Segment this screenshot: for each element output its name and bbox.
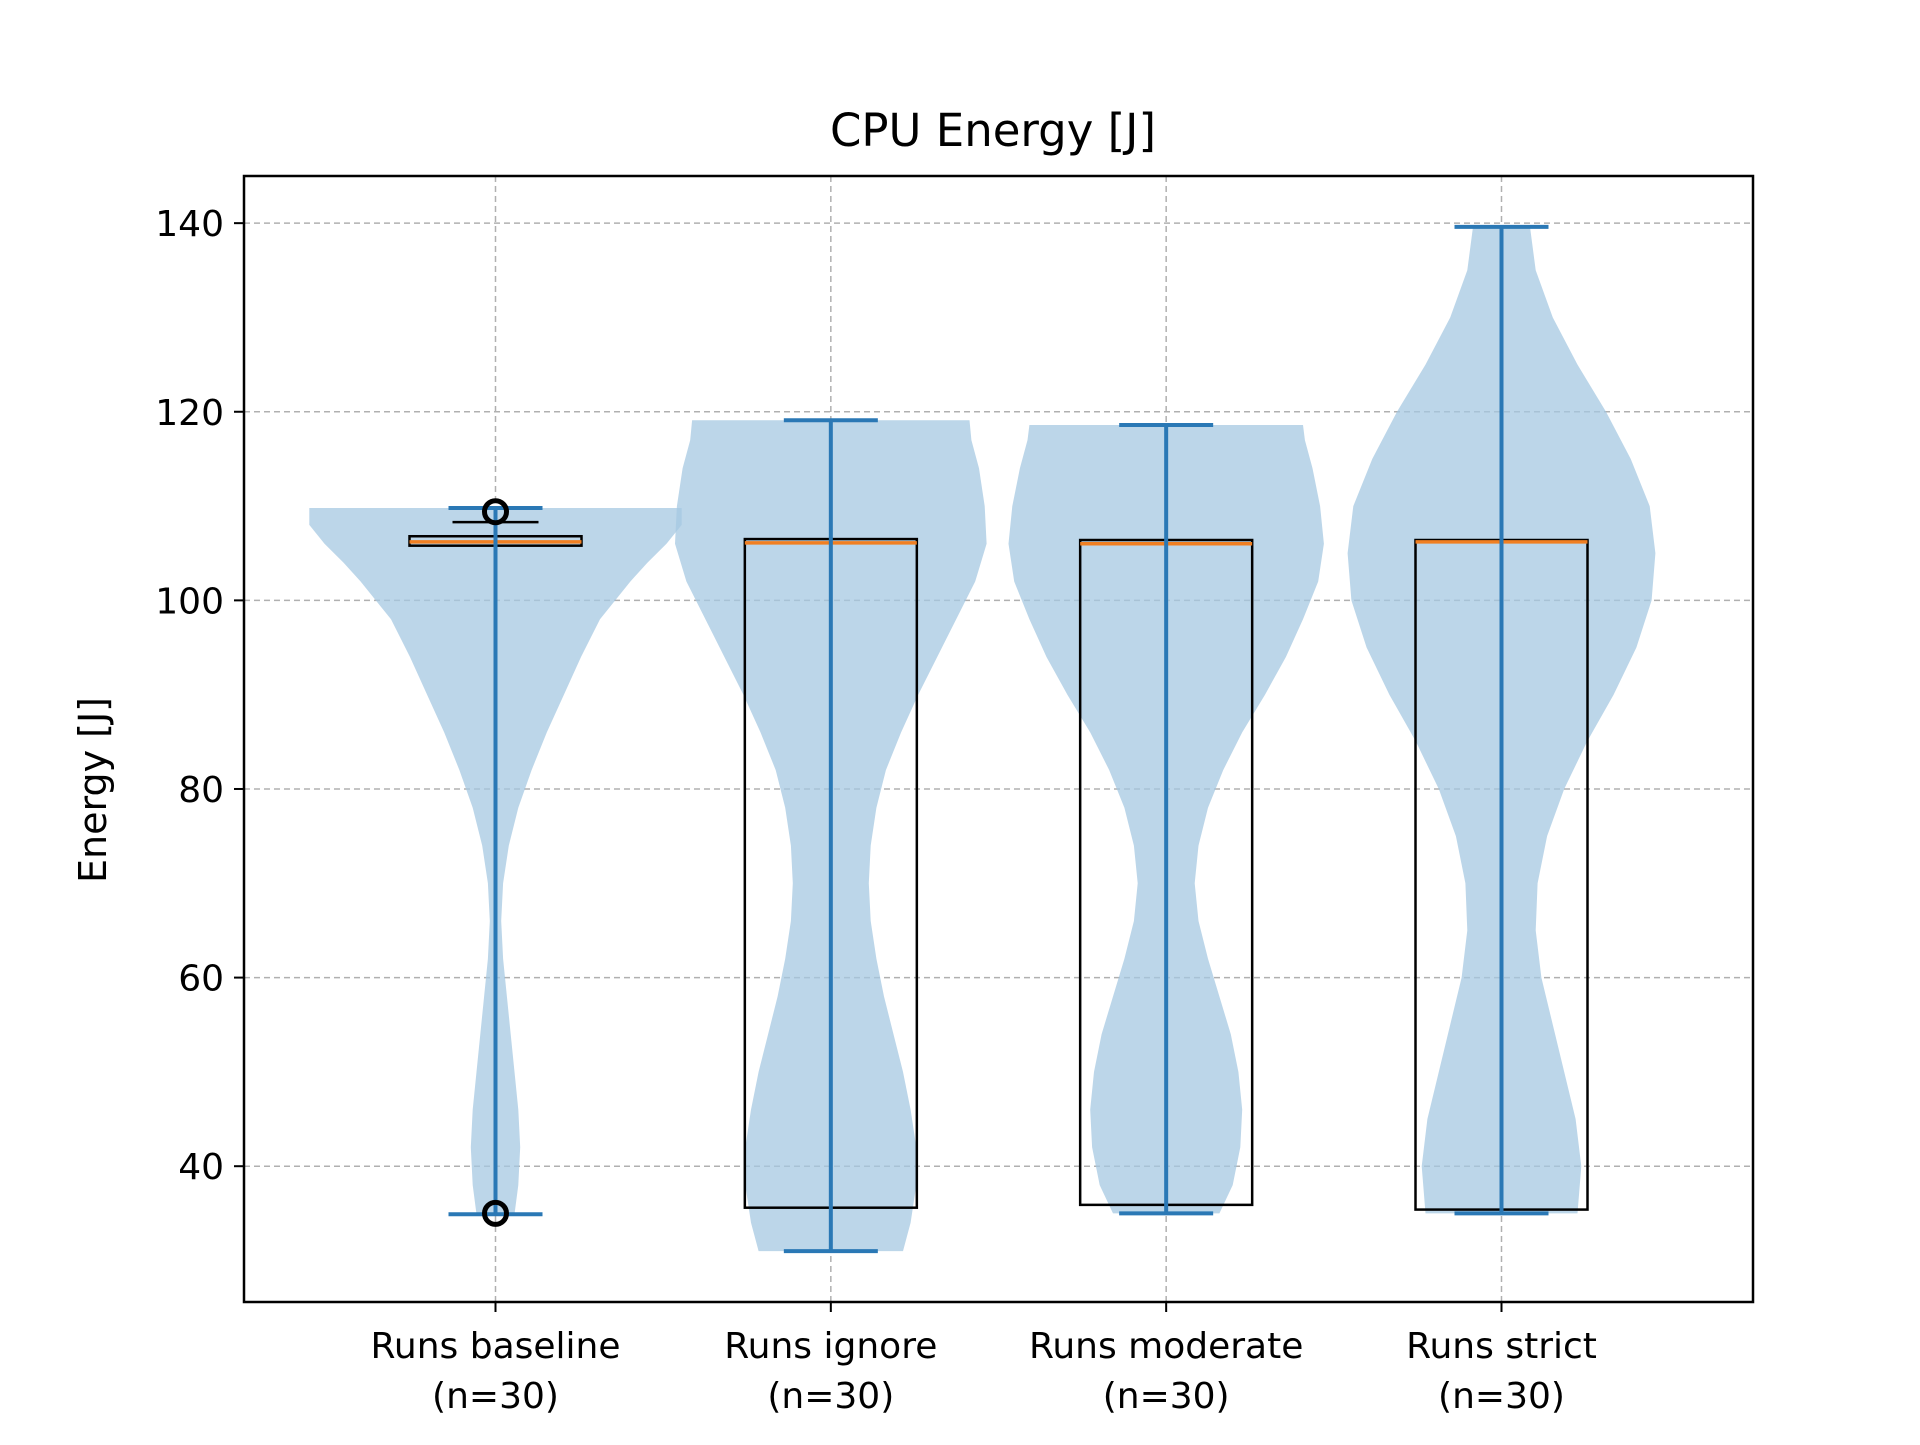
x-tick-label: Runs moderate — [1029, 1326, 1303, 1367]
violin-group — [675, 418, 987, 1254]
y-tick-label: 40 — [178, 1147, 224, 1188]
chart-title: CPU Energy [J] — [830, 104, 1156, 157]
plot-area: 40 60 80 100 120 140 Runs baseline (n=30) Runs i… — [155, 174, 1755, 1417]
x-tick-label: Runs strict — [1406, 1326, 1597, 1367]
violin-group — [1347, 224, 1656, 1216]
y-tick-label: 100 — [155, 581, 224, 622]
x-tick-label: Runs baseline — [370, 1326, 620, 1367]
violin-group — [309, 498, 682, 1227]
outlier-point — [482, 1199, 509, 1227]
y-axis-label: Energy [J] — [71, 697, 115, 883]
axes-frame — [242, 174, 1755, 1304]
y-tick-label: 140 — [155, 204, 224, 245]
y-tick-label: 80 — [178, 770, 224, 811]
x-tick-label: Runs ignore — [724, 1326, 937, 1367]
y-tick-label: 60 — [178, 959, 224, 1000]
violin-group — [1008, 422, 1324, 1216]
x-tick-sublabel: (n=30) — [1103, 1376, 1230, 1417]
x-tick-sublabel: (n=30) — [767, 1376, 894, 1417]
y-tick-label: 120 — [155, 393, 224, 434]
x-tick-sublabel: (n=30) — [432, 1376, 559, 1417]
x-tick-sublabel: (n=30) — [1438, 1376, 1565, 1417]
outlier-point — [482, 498, 509, 526]
